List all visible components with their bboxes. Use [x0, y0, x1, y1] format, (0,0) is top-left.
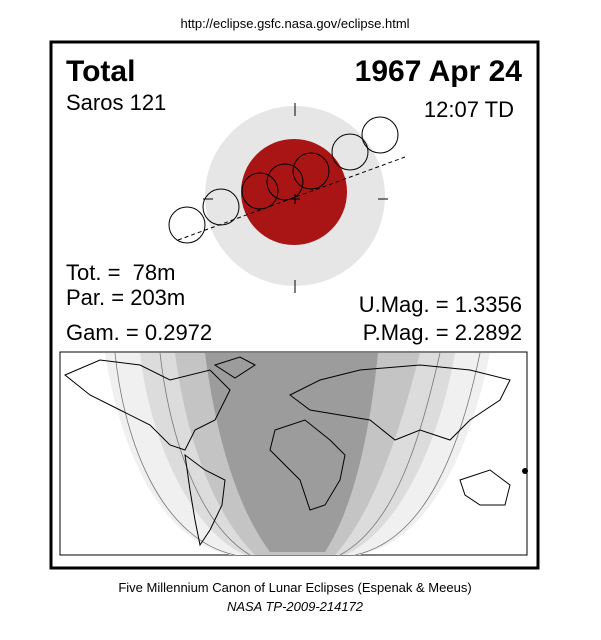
eclipse-type: Total	[66, 55, 135, 88]
visibility-map	[59, 351, 528, 556]
shadow-diagram	[168, 103, 406, 293]
umbra	[241, 139, 347, 245]
canon-credit: Five Millennium Canon of Lunar Eclipses …	[118, 580, 471, 595]
umbral-magnitude: U.Mag. = 1.3356	[359, 292, 522, 317]
gamma: Gam. = 0.2972	[66, 320, 212, 345]
time: 12:07 TD	[424, 97, 514, 122]
totality: Tot. = 78m	[66, 260, 175, 285]
saros: Saros 121	[66, 90, 166, 115]
partial: Par. = 203m	[66, 285, 185, 310]
eclipse-date: 1967 Apr 24	[355, 55, 523, 88]
penumbral-magnitude: P.Mag. = 2.2892	[363, 320, 522, 345]
reference: NASA TP-2009-214172	[227, 599, 364, 614]
url: http://eclipse.gsfc.nasa.gov/eclipse.htm…	[180, 16, 409, 31]
